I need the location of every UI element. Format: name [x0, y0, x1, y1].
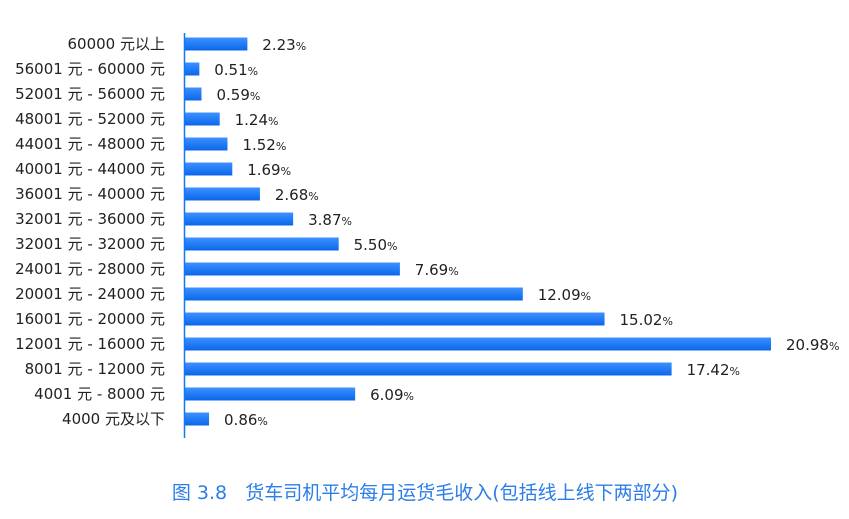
value-number: 1.52 [242, 136, 275, 154]
value-unit: % [342, 215, 352, 228]
category-label: 44001 元 - 48000 元 [15, 135, 165, 153]
category-label: 48001 元 - 52000 元 [15, 110, 165, 128]
category-label: 4000 元及以下 [62, 410, 165, 428]
category-label: 4001 元 - 8000 元 [34, 385, 165, 403]
bar [185, 187, 260, 201]
bar [185, 112, 220, 126]
value-unit: % [308, 190, 318, 203]
value-number: 1.24 [235, 111, 268, 129]
bar [185, 237, 339, 251]
value-number: 2.68 [275, 186, 308, 204]
value-label: 5.50% [354, 236, 398, 254]
value-number: 12.09 [538, 286, 581, 304]
bar [185, 312, 605, 326]
bar [185, 37, 248, 51]
value-number: 5.50 [354, 236, 387, 254]
value-label: 20.98% [786, 336, 839, 354]
value-unit: % [581, 290, 591, 303]
value-label: 3.87% [308, 211, 352, 229]
bar [185, 287, 523, 301]
category-label: 60000 元以上 [68, 35, 166, 53]
category-label: 8001 元 - 12000 元 [25, 360, 165, 378]
value-unit: % [257, 415, 267, 428]
bar [185, 212, 294, 226]
value-number: 1.69 [247, 161, 280, 179]
category-label: 52001 元 - 56000 元 [15, 85, 165, 103]
category-label: 40001 元 - 44000 元 [15, 160, 165, 178]
value-label: 0.86% [224, 411, 268, 429]
bar [185, 412, 210, 426]
value-number: 20.98 [786, 336, 829, 354]
bar [185, 87, 202, 101]
category-label: 16001 元 - 20000 元 [15, 310, 165, 328]
bar [185, 362, 672, 376]
value-number: 2.23 [262, 36, 295, 54]
bar [185, 262, 400, 276]
category-label: 32001 元 - 36000 元 [15, 210, 165, 228]
value-number: 15.02 [620, 311, 663, 329]
category-label: 32001 元 - 32000 元 [15, 235, 165, 253]
value-label: 7.69% [415, 261, 459, 279]
value-unit: % [268, 115, 278, 128]
value-unit: % [250, 90, 260, 103]
category-label: 56001 元 - 60000 元 [15, 60, 165, 78]
value-unit: % [404, 390, 414, 403]
value-label: 1.24% [235, 111, 279, 129]
value-unit: % [448, 265, 458, 278]
value-number: 0.59 [216, 86, 249, 104]
value-label: 17.42% [687, 361, 740, 379]
value-label: 1.69% [247, 161, 291, 179]
value-number: 0.51 [214, 61, 247, 79]
value-label: 2.23% [262, 36, 306, 54]
value-label: 2.68% [275, 186, 319, 204]
value-unit: % [296, 40, 306, 53]
value-label: 1.52% [242, 136, 286, 154]
bar [185, 387, 356, 401]
value-number: 0.86 [224, 411, 257, 429]
value-unit: % [730, 365, 740, 378]
value-unit: % [829, 340, 839, 353]
category-label: 20001 元 - 24000 元 [15, 285, 165, 303]
bar [185, 337, 771, 351]
bar [185, 162, 233, 176]
value-unit: % [248, 65, 258, 78]
category-label: 12001 元 - 16000 元 [15, 335, 165, 353]
category-label: 36001 元 - 40000 元 [15, 185, 165, 203]
value-label: 6.09% [370, 386, 414, 404]
value-number: 3.87 [308, 211, 341, 229]
chart-title: 图 3.8 货车司机平均每月运货毛收入(包括线上线下两部分) [172, 482, 678, 504]
bar [185, 137, 228, 151]
value-unit: % [276, 140, 286, 153]
value-number: 17.42 [687, 361, 730, 379]
category-label: 24001 元 - 28000 元 [15, 260, 165, 278]
value-number: 7.69 [415, 261, 448, 279]
value-unit: % [387, 240, 397, 253]
value-label: 15.02% [620, 311, 673, 329]
value-label: 12.09% [538, 286, 591, 304]
value-label: 0.59% [216, 86, 260, 104]
value-number: 6.09 [370, 386, 403, 404]
value-unit: % [662, 315, 672, 328]
value-label: 0.51% [214, 61, 258, 79]
bar [185, 62, 200, 76]
value-unit: % [281, 165, 291, 178]
